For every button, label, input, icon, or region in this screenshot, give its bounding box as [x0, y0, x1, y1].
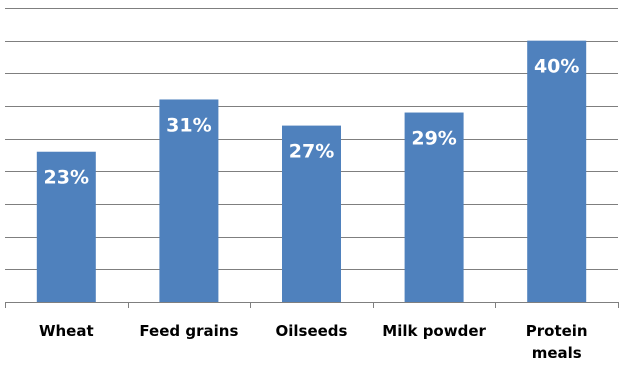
value-label: 31% [166, 114, 211, 136]
category-label: Milk powder [382, 322, 486, 340]
x-axis-ticks [5, 302, 619, 308]
category-labels: Wheat Feed grains Oilseeds Milk powder Prote… [39, 322, 588, 362]
bar-milk-powder [404, 112, 464, 303]
bar-oilseeds [282, 125, 341, 302]
category-label: Protein meals [526, 322, 588, 362]
category-label: Wheat [39, 322, 94, 340]
bar-feed-grains [159, 99, 219, 302]
value-labels: 23% 31% 27% 29% 40% [44, 56, 580, 189]
bar-wheat [36, 151, 96, 302]
value-label: 27% [289, 141, 334, 163]
bars [36, 40, 587, 303]
value-label: 40% [534, 56, 579, 78]
category-label: Oilseeds [276, 322, 348, 340]
bar-protein-meals [527, 40, 587, 303]
value-label: 23% [44, 167, 89, 189]
category-label: Feed grains [139, 322, 238, 340]
value-label: 29% [411, 128, 456, 150]
